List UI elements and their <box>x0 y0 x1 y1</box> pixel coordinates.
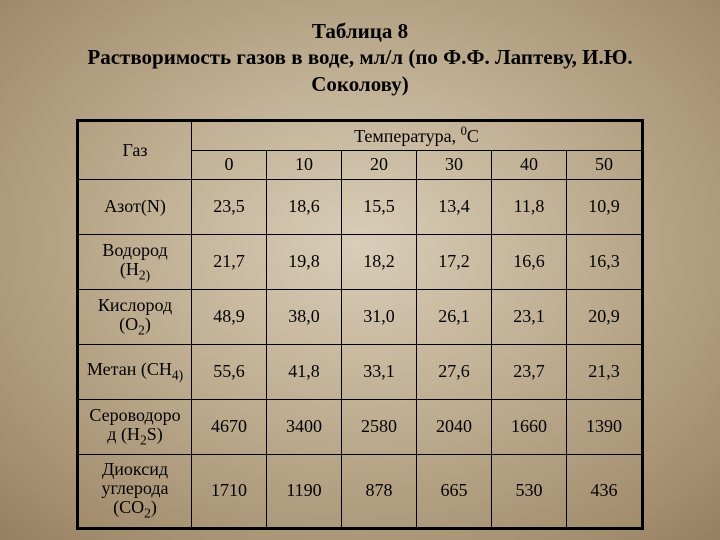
table-row: Водород (H2) 21,7 19,8 18,2 17,2 16,6 16… <box>78 234 643 289</box>
cell: 2040 <box>417 399 492 454</box>
cell: 33,1 <box>342 344 417 399</box>
gas-inline: Метан (CH <box>87 359 172 379</box>
cell: 3400 <box>267 399 342 454</box>
gas-name-methane: Метан (CH4) <box>78 344 192 399</box>
cell: 21,3 <box>567 344 643 399</box>
cell: 18,2 <box>342 234 417 289</box>
gas-formula: (O <box>119 314 138 334</box>
cell: 16,3 <box>567 234 643 289</box>
gas-after: ) <box>145 314 151 334</box>
temp-header-suffix: С <box>467 126 479 146</box>
col-40: 40 <box>492 150 567 179</box>
cell: 41,8 <box>267 344 342 399</box>
gas-sub: 2 <box>144 506 151 521</box>
title-line2: Растворимость газов в воде, мл/л (по Ф.Ф… <box>87 45 632 69</box>
cell: 19,8 <box>267 234 342 289</box>
cell: 878 <box>342 454 417 528</box>
cell: 665 <box>417 454 492 528</box>
gas-name-oxygen: Кислород (O2) <box>78 289 192 344</box>
solubility-table: Газ Температура, 0С 0 10 20 30 40 50 Азо… <box>76 119 644 530</box>
gas-formula: (CO <box>113 497 144 517</box>
gas-name-mid: углерода <box>101 478 168 498</box>
temp-header-prefix: Температура, <box>354 126 460 146</box>
col-30: 30 <box>417 150 492 179</box>
cell: 15,5 <box>342 179 417 234</box>
cell: 530 <box>492 454 567 528</box>
cell: 17,2 <box>417 234 492 289</box>
temperature-header: Температура, 0С <box>192 120 643 150</box>
gas-bottom-pre: д (H <box>107 424 140 444</box>
cell: 1710 <box>192 454 267 528</box>
gas-formula: (H <box>120 259 139 279</box>
col-10: 10 <box>267 150 342 179</box>
col-0: 0 <box>192 150 267 179</box>
gas-name-top: Водород <box>102 240 167 260</box>
cell: 23,7 <box>492 344 567 399</box>
gas-sub: 2 <box>138 322 145 337</box>
cell: 4670 <box>192 399 267 454</box>
cell: 23,5 <box>192 179 267 234</box>
table-row: Азот(N) 23,5 18,6 15,5 13,4 11,8 10,9 <box>78 179 643 234</box>
cell: 10,9 <box>567 179 643 234</box>
cell: 13,4 <box>417 179 492 234</box>
cell: 2580 <box>342 399 417 454</box>
header-row-1: Газ Температура, 0С <box>78 120 643 150</box>
col-20: 20 <box>342 150 417 179</box>
col-50: 50 <box>567 150 643 179</box>
gas-name-top: Сероводоро <box>89 405 180 425</box>
gas-sub: 4) <box>172 368 183 383</box>
cell: 11,8 <box>492 179 567 234</box>
title-line1: Таблица 8 <box>312 19 408 43</box>
gas-sub: 2 <box>140 432 147 447</box>
cell: 1390 <box>567 399 643 454</box>
table-title: Таблица 8 Растворимость газов в воде, мл… <box>0 0 720 101</box>
table-row: Кислород (O2) 48,9 38,0 31,0 26,1 23,1 2… <box>78 289 643 344</box>
cell: 16,6 <box>492 234 567 289</box>
cell: 1660 <box>492 399 567 454</box>
title-line3: Соколову) <box>311 72 409 96</box>
gas-bottom-post: S) <box>147 424 163 444</box>
cell: 436 <box>567 454 643 528</box>
gas-name-top: Диоксид <box>102 459 168 479</box>
table-container: Газ Температура, 0С 0 10 20 30 40 50 Азо… <box>0 119 720 530</box>
table-row: Диоксид углерода (CO2) 1710 1190 878 665… <box>78 454 643 528</box>
gas-name-hydrogen: Водород (H2) <box>78 234 192 289</box>
cell: 48,9 <box>192 289 267 344</box>
cell: 20,9 <box>567 289 643 344</box>
cell: 27,6 <box>417 344 492 399</box>
gas-header: Газ <box>78 120 192 179</box>
cell: 55,6 <box>192 344 267 399</box>
gas-sub: 2) <box>139 267 150 282</box>
gas-name-co2: Диоксид углерода (CO2) <box>78 454 192 528</box>
table-row: Сероводоро д (H2S) 4670 3400 2580 2040 1… <box>78 399 643 454</box>
cell: 18,6 <box>267 179 342 234</box>
cell: 23,1 <box>492 289 567 344</box>
cell: 21,7 <box>192 234 267 289</box>
gas-after: ) <box>151 497 157 517</box>
cell: 1190 <box>267 454 342 528</box>
gas-name-top: Кислород <box>98 295 172 315</box>
cell: 31,0 <box>342 289 417 344</box>
gas-name-nitrogen: Азот(N) <box>78 179 192 234</box>
cell: 26,1 <box>417 289 492 344</box>
cell: 38,0 <box>267 289 342 344</box>
gas-name-h2s: Сероводоро д (H2S) <box>78 399 192 454</box>
table-row: Метан (CH4) 55,6 41,8 33,1 27,6 23,7 21,… <box>78 344 643 399</box>
